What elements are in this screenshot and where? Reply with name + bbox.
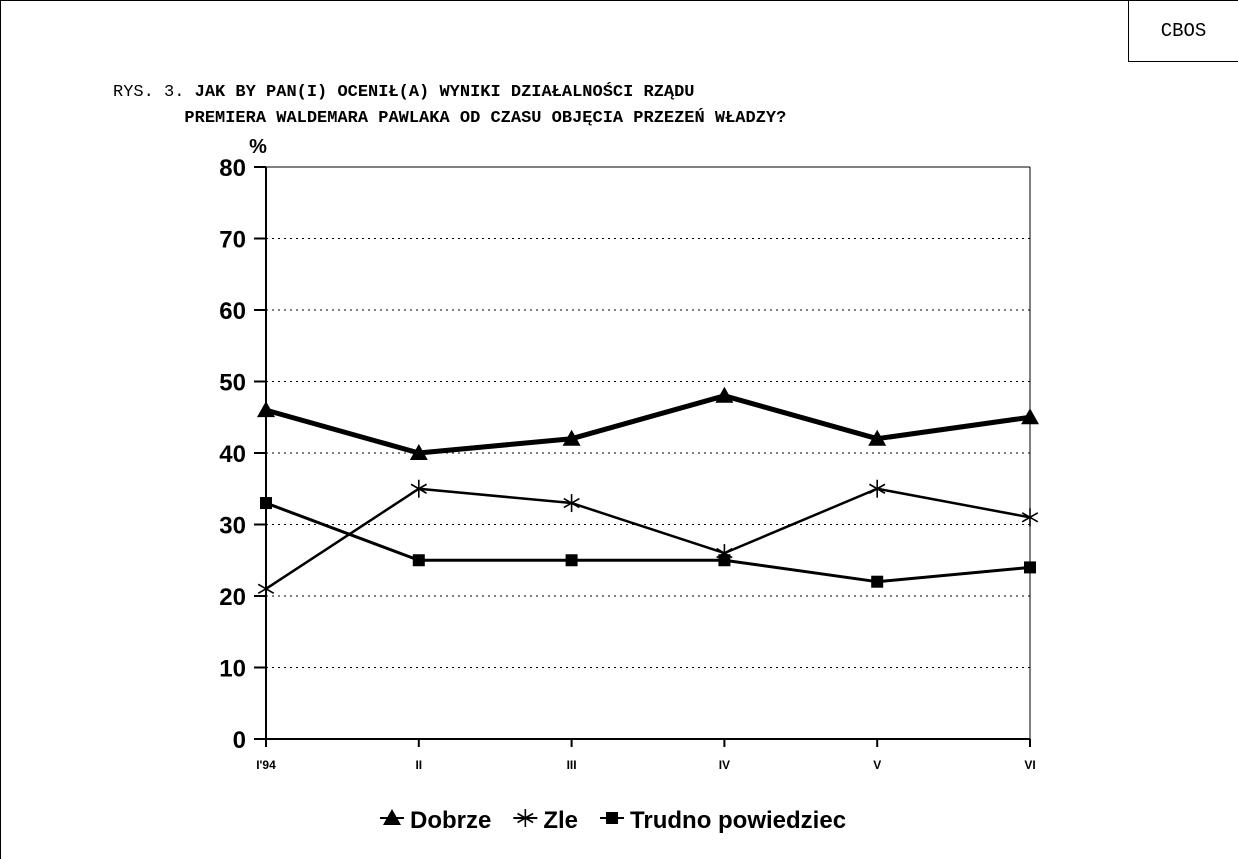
data-point-dobrze — [868, 429, 887, 446]
data-point-dobrze — [715, 386, 734, 403]
data-point-trudno-powiedziec — [565, 554, 578, 567]
series-line-trudno-powiedziec — [265, 501, 1031, 584]
data-point-zle — [1021, 508, 1039, 527]
x-tick-label: III — [567, 758, 577, 772]
x-tick-label: V — [873, 758, 881, 772]
series-line-dobrze — [265, 393, 1031, 456]
data-point-dobrze — [409, 444, 428, 460]
series-line-zle — [265, 487, 1031, 590]
x-tick-label: I'94 — [256, 758, 276, 772]
data-point-dobrze — [562, 429, 581, 446]
legend-marker-triangle — [383, 809, 401, 825]
y-tick-label: 50 — [219, 370, 246, 397]
chart-title: RYS. 3. JAK BY PAN(I) OCENIŁ(A) WYNIKI D… — [113, 80, 786, 132]
data-point-dobrze — [1021, 408, 1039, 425]
data-point-zle — [563, 494, 580, 513]
y-tick-label: 10 — [219, 656, 246, 683]
legend-marker-square — [606, 812, 619, 824]
data-point-trudno-powiedziec — [260, 497, 272, 510]
legend-label: Dobrze — [410, 807, 491, 834]
y-tick-label: 30 — [219, 513, 246, 540]
data-point-zle — [410, 479, 427, 498]
data-point-trudno-powiedziec — [871, 575, 884, 588]
y-axis-label: % — [249, 136, 267, 158]
title-line-1: JAK BY PAN(I) OCENIŁ(A) WYNIKI DZIAŁALNO… — [194, 83, 695, 102]
title-line-2: PREMIERA WALDEMARA PAWLAKA OD CZASU OBJĘ… — [184, 109, 787, 128]
legend-label: Trudno powiedziec — [630, 807, 846, 834]
figure-number: RYS. 3. — [113, 83, 185, 102]
x-tick-label: II — [415, 758, 422, 772]
y-tick-label: 40 — [219, 441, 246, 468]
y-tick-label: 80 — [219, 155, 246, 182]
data-point-zle — [869, 479, 886, 498]
y-tick-label: 20 — [219, 584, 246, 611]
data-point-trudno-powiedziec — [412, 554, 425, 567]
x-tick-label: VI — [1024, 758, 1035, 772]
x-tick-label: IV — [719, 758, 730, 772]
legend-marker-asterisk — [517, 809, 534, 827]
y-tick-label: 0 — [233, 727, 246, 754]
y-tick-label: 60 — [219, 298, 246, 325]
cbos-stamp: CBOS — [1128, 0, 1238, 62]
legend-label: Zle — [543, 807, 578, 834]
data-point-trudno-powiedziec — [718, 554, 731, 567]
data-point-zle — [257, 579, 275, 598]
data-point-trudno-powiedziec — [1024, 561, 1036, 574]
data-point-dobrze — [257, 401, 275, 418]
y-tick-label: 70 — [219, 227, 246, 254]
